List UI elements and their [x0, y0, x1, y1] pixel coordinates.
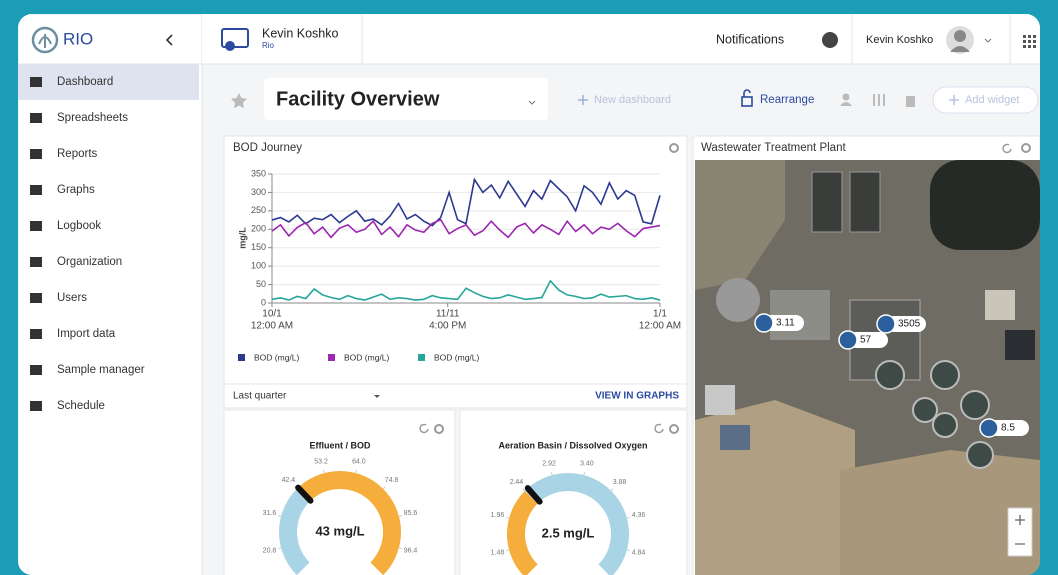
user-name: Kevin Koshko	[262, 26, 338, 40]
widget-title: BOD Journey	[233, 142, 302, 154]
x-tick-label: 1/1	[653, 309, 667, 320]
dashboard-title: Facility Overview	[276, 88, 440, 110]
org-name: Rio	[262, 41, 275, 50]
x-tick-label: 12:00 AM	[251, 321, 293, 332]
menu-icon	[30, 257, 42, 267]
gauge-tick-label: 1.96	[491, 512, 505, 519]
map-marker[interactable]	[839, 331, 857, 349]
marker-label: 8.5	[1001, 423, 1015, 434]
menu-item[interactable]: Spreadsheets	[57, 112, 128, 124]
gauge-tick-label: 2.44	[510, 479, 524, 486]
gauge-tick-label: 96.4	[404, 548, 418, 555]
gauge-tick-label: 53.2	[314, 458, 328, 465]
gauge-value: 43 mg/L	[315, 523, 364, 538]
help[interactable]	[822, 32, 838, 48]
menu-icon	[30, 365, 42, 375]
view-link[interactable]: VIEW IN GRAPHS	[595, 391, 679, 402]
apps[interactable]	[1023, 35, 1036, 48]
menu-icon	[30, 185, 42, 195]
widget-title: Wastewater Treatment Plant	[701, 142, 846, 154]
new-dashboard[interactable]: New dashboard	[594, 94, 671, 106]
gauge-tick-label: 4.84	[632, 550, 646, 557]
legend-label: BOD (mg/L)	[434, 352, 480, 362]
x-tick-label: 12:00 AM	[639, 321, 681, 332]
marker-label: 57	[860, 335, 872, 346]
menu-icon	[30, 221, 42, 231]
menu-item[interactable]: Graphs	[57, 184, 95, 196]
gauge-title: Effluent / BOD	[310, 440, 371, 450]
x-tick-label: 11/11	[436, 309, 460, 320]
gauge-tick-label: 85.6	[404, 510, 418, 517]
gauge-tick-label: 64.0	[352, 458, 366, 465]
menu-icon	[30, 149, 42, 159]
menu-item[interactable]: Users	[57, 292, 87, 304]
marker-label: 3.11	[776, 318, 795, 329]
range-select[interactable]: Last quarter	[233, 391, 287, 402]
menu-item[interactable]: Dashboard	[57, 76, 113, 88]
gauge-tick-label: 1.48	[491, 550, 505, 557]
gauge-tick-label: 3.88	[613, 479, 627, 486]
x-tick-label: 4:00 PM	[429, 321, 466, 332]
menu-item[interactable]: Sample manager	[57, 364, 145, 376]
gauge-tick-label: 20.8	[263, 548, 277, 555]
y-tick-label: 0	[261, 297, 266, 307]
gauge-title: Aeration Basin / Dissolved Oxygen	[498, 440, 647, 450]
menu-item[interactable]: Schedule	[57, 400, 105, 412]
add-widget[interactable]: Add widget	[965, 94, 1019, 106]
menu-item[interactable]: Logbook	[57, 220, 101, 232]
map[interactable]	[695, 160, 1040, 575]
marker-label: 3505	[898, 319, 921, 330]
notifications[interactable]: Notifications	[716, 32, 784, 46]
menu-icon	[30, 293, 42, 303]
y-tick-label: 250	[251, 205, 266, 215]
legend-label: BOD (mg/L)	[254, 352, 300, 362]
page: RIO Dashboard Spreadsheets Reports Graphs Log…	[0, 0, 1058, 575]
menu-icon	[30, 77, 42, 87]
menu-icon	[30, 329, 42, 339]
y-tick-label: 50	[256, 279, 266, 289]
legend-label: BOD (mg/L)	[344, 352, 390, 362]
y-tick-label: 150	[251, 242, 266, 252]
account-name[interactable]: Kevin Koshko	[866, 34, 933, 46]
menu-icon	[30, 401, 42, 411]
gauge-tick-label: 2.92	[542, 460, 556, 467]
gauge-tick-label: 4.36	[632, 512, 646, 519]
map-marker[interactable]	[980, 419, 998, 437]
gauge-tick-label: 31.6	[263, 510, 277, 517]
y-tick-label: 350	[251, 168, 266, 178]
x-tick-label: 10/1	[262, 309, 282, 320]
rearrange[interactable]: Rearrange	[760, 94, 814, 106]
y-tick-label: 100	[251, 261, 266, 271]
legend-swatch	[328, 354, 335, 361]
y-tick-label: 200	[251, 224, 266, 234]
gauge-tick-label: 3.40	[580, 460, 594, 467]
legend-swatch	[418, 354, 425, 361]
menu-item[interactable]: Import data	[57, 328, 116, 340]
gauge-tick-label: 42.4	[282, 477, 296, 484]
y-axis-label: mg/L	[237, 227, 247, 249]
bod-widget	[224, 136, 687, 408]
gauge-value: 2.5 mg/L	[542, 525, 595, 540]
gauge-widget	[224, 410, 455, 575]
gauge-tick-label: 74.8	[385, 477, 399, 484]
brand: RIO	[63, 29, 93, 48]
menu-icon	[30, 113, 42, 123]
y-tick-label: 300	[251, 187, 266, 197]
legend-swatch	[238, 354, 245, 361]
map-marker[interactable]	[877, 315, 895, 333]
menu-item[interactable]: Organization	[57, 256, 122, 268]
menu-item[interactable]: Reports	[57, 148, 98, 160]
map-marker[interactable]	[755, 314, 773, 332]
